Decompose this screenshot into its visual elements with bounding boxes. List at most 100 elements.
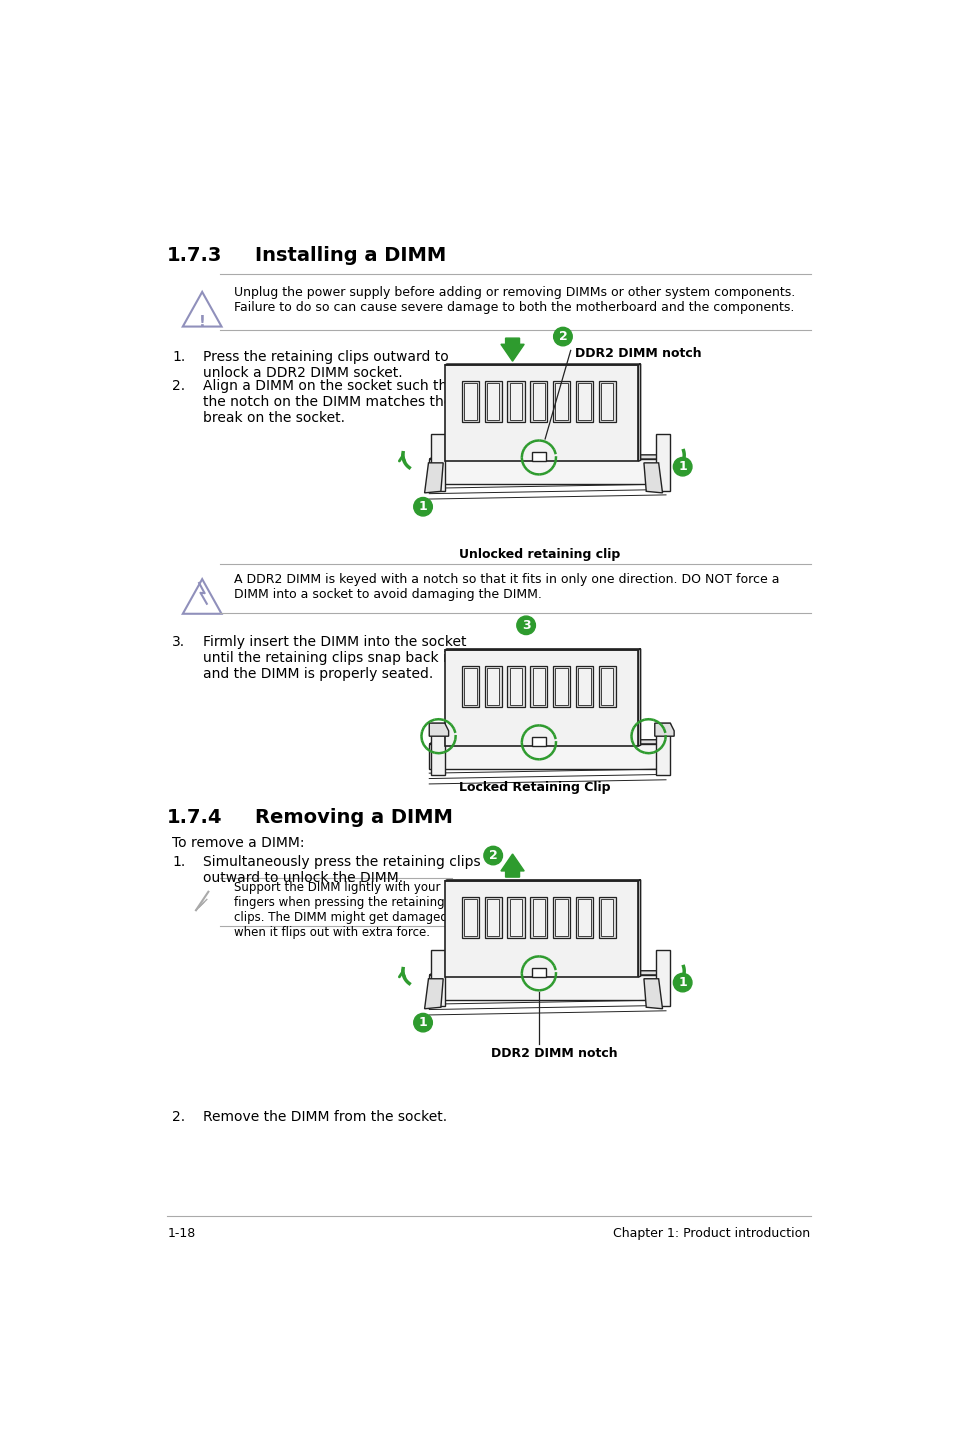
Polygon shape <box>509 669 521 705</box>
Polygon shape <box>532 968 545 978</box>
Text: Press the retaining clips outward to
unlock a DDR2 DIMM socket.: Press the retaining clips outward to unl… <box>203 349 448 380</box>
Polygon shape <box>429 459 658 485</box>
Text: 1.7.3: 1.7.3 <box>167 246 222 265</box>
Text: Chapter 1: Product introduction: Chapter 1: Product introduction <box>613 1228 810 1241</box>
Text: 1: 1 <box>678 460 686 473</box>
Polygon shape <box>600 383 613 420</box>
Text: To remove a DIMM:: To remove a DIMM: <box>172 837 304 850</box>
Text: Installing a DIMM: Installing a DIMM <box>254 246 446 265</box>
Polygon shape <box>429 971 665 975</box>
Polygon shape <box>654 723 674 736</box>
Text: 3: 3 <box>521 618 530 631</box>
Polygon shape <box>431 951 444 1007</box>
Polygon shape <box>431 723 444 775</box>
Polygon shape <box>532 452 545 462</box>
Polygon shape <box>638 364 640 462</box>
Polygon shape <box>507 666 524 707</box>
Text: Remove the DIMM from the socket.: Remove the DIMM from the socket. <box>203 1110 447 1125</box>
Polygon shape <box>532 669 544 705</box>
Polygon shape <box>553 897 570 939</box>
Text: Simultaneously press the retaining clips
outward to unlock the DIMM.: Simultaneously press the retaining clips… <box>203 854 480 884</box>
Polygon shape <box>429 975 658 1001</box>
Polygon shape <box>431 434 444 490</box>
Polygon shape <box>553 381 570 423</box>
Text: A DDR2 DIMM is keyed with a notch so that it fits in only one direction. DO NOT : A DDR2 DIMM is keyed with a notch so tha… <box>233 572 779 601</box>
Polygon shape <box>530 666 547 707</box>
Text: Removing a DIMM: Removing a DIMM <box>254 808 453 827</box>
Text: DDR2 DIMM notch: DDR2 DIMM notch <box>491 1047 618 1060</box>
Polygon shape <box>643 463 661 493</box>
Polygon shape <box>656 723 670 775</box>
Polygon shape <box>429 454 665 459</box>
Polygon shape <box>484 897 501 939</box>
Text: 1.: 1. <box>172 854 185 869</box>
Polygon shape <box>532 736 545 746</box>
Polygon shape <box>486 383 498 420</box>
Polygon shape <box>486 669 498 705</box>
Polygon shape <box>530 897 547 939</box>
Polygon shape <box>424 979 443 1009</box>
Polygon shape <box>598 666 615 707</box>
Polygon shape <box>576 897 593 939</box>
Polygon shape <box>555 669 567 705</box>
Text: Firmly insert the DIMM into the socket
until the retaining clips snap back in pl: Firmly insert the DIMM into the socket u… <box>203 634 497 682</box>
Text: 1: 1 <box>678 976 686 989</box>
Polygon shape <box>600 899 613 936</box>
Polygon shape <box>576 666 593 707</box>
FancyArrow shape <box>500 338 523 361</box>
Polygon shape <box>464 383 476 420</box>
Text: Unplug the power supply before adding or removing DIMMs or other system componen: Unplug the power supply before adding or… <box>233 286 795 313</box>
Text: 1-18: 1-18 <box>167 1228 195 1241</box>
Polygon shape <box>598 897 615 939</box>
Polygon shape <box>656 434 670 490</box>
Text: !: ! <box>198 315 206 329</box>
Polygon shape <box>507 897 524 939</box>
Polygon shape <box>578 899 590 936</box>
Polygon shape <box>553 666 570 707</box>
Text: 3.: 3. <box>172 634 185 649</box>
Text: 2: 2 <box>558 331 567 344</box>
Polygon shape <box>638 649 640 746</box>
Polygon shape <box>598 381 615 423</box>
Polygon shape <box>507 381 524 423</box>
Polygon shape <box>578 669 590 705</box>
Polygon shape <box>484 666 501 707</box>
Text: 1: 1 <box>418 500 427 513</box>
Polygon shape <box>656 951 670 1007</box>
Polygon shape <box>600 669 613 705</box>
Polygon shape <box>643 979 661 1009</box>
Text: 2: 2 <box>488 848 497 861</box>
Polygon shape <box>578 383 590 420</box>
Polygon shape <box>658 739 665 769</box>
Circle shape <box>673 974 691 992</box>
Polygon shape <box>555 899 567 936</box>
Circle shape <box>553 328 572 345</box>
Polygon shape <box>461 897 478 939</box>
Text: 1.7.4: 1.7.4 <box>167 808 223 827</box>
Polygon shape <box>444 650 638 746</box>
Polygon shape <box>429 739 665 743</box>
Polygon shape <box>464 669 476 705</box>
Polygon shape <box>484 381 501 423</box>
Text: Locked Retaining Clip: Locked Retaining Clip <box>458 781 610 794</box>
Polygon shape <box>658 454 665 485</box>
Polygon shape <box>530 381 547 423</box>
Polygon shape <box>461 381 478 423</box>
Text: 2.: 2. <box>172 1110 185 1125</box>
Polygon shape <box>658 971 665 1001</box>
Polygon shape <box>486 899 498 936</box>
Circle shape <box>414 498 432 516</box>
Polygon shape <box>444 365 638 462</box>
Text: DDR2 DIMM notch: DDR2 DIMM notch <box>574 348 700 361</box>
Polygon shape <box>444 881 638 978</box>
Text: Support the DIMM lightly with your
fingers when pressing the retaining
clips. Th: Support the DIMM lightly with your finge… <box>233 881 447 939</box>
Polygon shape <box>429 723 448 736</box>
Polygon shape <box>429 743 658 769</box>
Text: Unlocked retaining clip: Unlocked retaining clip <box>458 548 619 561</box>
Text: 2.: 2. <box>172 380 185 393</box>
Polygon shape <box>509 899 521 936</box>
Circle shape <box>483 847 502 864</box>
Polygon shape <box>461 666 478 707</box>
Polygon shape <box>424 463 443 493</box>
Text: Align a DIMM on the socket such that
the notch on the DIMM matches the
break on : Align a DIMM on the socket such that the… <box>203 380 461 426</box>
